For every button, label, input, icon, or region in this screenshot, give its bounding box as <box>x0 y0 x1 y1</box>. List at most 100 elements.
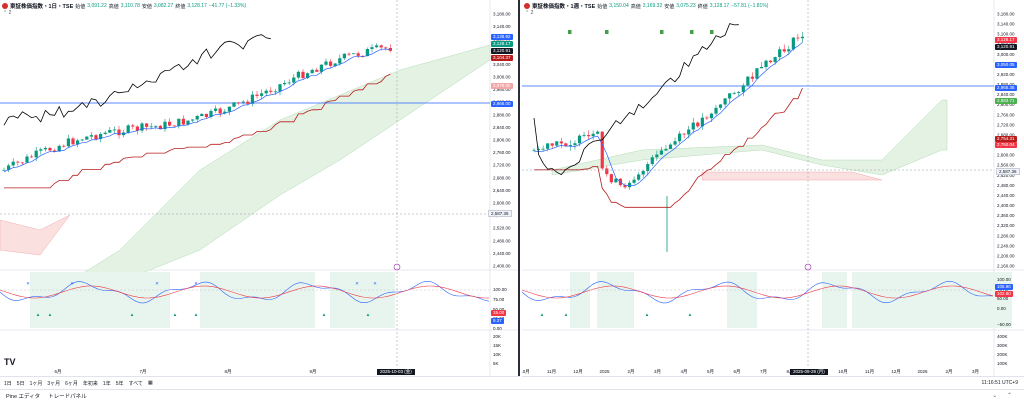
candle-body <box>682 133 686 135</box>
indicators-toggle[interactable]: ⌃ 2 <box>525 10 534 16</box>
price-tick-label: 2,880.00 <box>997 82 1015 87</box>
date-tick-label: 2025 <box>599 369 610 374</box>
timeframe-option[interactable]: 5年 <box>115 380 124 387</box>
price-tick-label: 3,180.00 <box>493 12 511 17</box>
timeframe-option[interactable]: 1年 <box>102 380 111 387</box>
candle-body <box>62 145 66 147</box>
candle-body <box>659 150 663 155</box>
daily-chart-canvas[interactable]: 3,180.003,140.003,120.003,080.003,040.00… <box>0 0 520 376</box>
candle-body <box>769 60 773 63</box>
candle-body <box>227 106 232 112</box>
price-tag: 3,128.17 <box>491 41 513 47</box>
weekly-legend: 東証株価指数・1週・TSE 始値 3,150.04 高値 3,169.32 安値 3,… <box>524 2 768 10</box>
candle-body <box>718 104 723 108</box>
candle-body <box>700 117 704 127</box>
timeframe-option[interactable]: 6ヶ月 <box>65 380 78 387</box>
oscillator-line <box>522 281 994 304</box>
price-tag: 3,128.17 <box>995 37 1017 43</box>
candle-body <box>800 36 805 39</box>
candle-body <box>573 143 577 146</box>
triangle-marker-icon: ▲ <box>36 312 40 317</box>
cross-marker-icon: ✕ <box>70 281 74 286</box>
candle-body <box>310 69 314 74</box>
candle-body <box>200 113 204 116</box>
weekly-chart-pane[interactable]: 東証株価指数・1週・TSE 始値 3,150.04 高値 3,169.32 安値 3,… <box>522 0 1024 376</box>
candle-body <box>112 129 117 131</box>
symbol-name[interactable]: 東証株価指数・1日・TSE <box>10 4 74 10</box>
candle-body <box>536 149 541 150</box>
timeframe-option[interactable]: 年初来 <box>82 380 98 387</box>
symbol-name[interactable]: 東証株価指数・1週・TSE <box>532 4 596 10</box>
candle-body <box>204 113 209 117</box>
candle-body <box>117 129 121 136</box>
candle-body <box>324 61 328 65</box>
oscillator-tag: 9.37 <box>491 318 504 324</box>
volume-tick-label: 5K <box>493 361 499 366</box>
candle-body <box>278 84 282 92</box>
candle-body <box>755 68 759 79</box>
bottom-tab[interactable]: トレードパネル <box>48 394 87 400</box>
price-tag: 2,754.31 <box>995 136 1017 142</box>
oscillator-tick-label: 100.00 <box>493 287 507 292</box>
triangle-marker-icon: ▲ <box>645 312 649 317</box>
candle-body <box>678 133 682 142</box>
triangle-marker-icon: ▲ <box>688 312 692 317</box>
candle-body <box>80 139 84 141</box>
candle-body <box>213 108 218 111</box>
candle-body <box>705 117 709 119</box>
candle-body <box>546 143 550 149</box>
timeframe-option[interactable]: 1日 <box>4 380 12 387</box>
price-tick-label: 3,180.00 <box>997 12 1015 17</box>
price-tick-label: 3,000.00 <box>493 75 511 80</box>
price-tick-label: 2,800.00 <box>493 138 511 143</box>
price-tick-label: 2,240.00 <box>997 243 1015 248</box>
price-tick-label: 2,280.00 <box>997 233 1015 238</box>
oscillator-tag: 106.90 <box>995 284 1013 290</box>
indicators-toggle[interactable]: ⌃ 2 <box>3 10 12 16</box>
price-tick-label: 2,960.00 <box>493 87 511 92</box>
candle-body <box>582 135 586 136</box>
candle-body <box>269 90 273 92</box>
oscillator-zone <box>380 272 395 328</box>
candle-body <box>11 161 15 166</box>
price-tag: 2,965.35 <box>995 85 1017 91</box>
timeframe-bar: 1日 5日 1ヶ月 3ヶ月 6ヶ月 年初来 1年 5年 すべて ▦ <box>0 376 520 389</box>
timezone-label[interactable]: 11:16:51 UTC+9 <box>981 380 1018 386</box>
candle-body <box>550 143 554 146</box>
timeframe-option[interactable]: 3ヶ月 <box>47 380 61 387</box>
timeframe-option[interactable]: すべて <box>128 380 143 387</box>
oscillator-tick-label: 0.00 <box>997 306 1006 311</box>
candle-body <box>29 156 34 158</box>
oscillator-tick-label: 100.00 <box>997 277 1011 282</box>
oscillator-tick-label: 50.00 <box>493 307 505 312</box>
timeframe-option[interactable]: 1ヶ月 <box>29 380 43 387</box>
cross-marker-icon: ✕ <box>155 281 159 286</box>
chikou-span <box>3 34 271 126</box>
panel-toggle-icon[interactable]: ⌄ ⌃ <box>992 393 1016 399</box>
calendar-icon[interactable]: ▦ <box>147 380 153 386</box>
bottom-tab[interactable]: Pine エディタ <box>6 394 41 400</box>
weekly-chart-canvas[interactable]: 3,180.003,140.003,100.003,060.003,000.00… <box>522 0 1024 376</box>
oscillator-tick-label: 0.00 <box>493 326 502 331</box>
event-marker-icon <box>568 30 572 34</box>
candle-body <box>223 111 227 114</box>
candle-body <box>75 140 80 145</box>
candle-body <box>20 162 25 164</box>
timeframe-option[interactable]: 5日 <box>16 380 25 387</box>
price-tick-label: 2,360.00 <box>997 213 1015 218</box>
oscillator-zone <box>727 272 757 328</box>
oscillator-tick-label: −50.00 <box>997 322 1011 327</box>
triangle-marker-icon: ▲ <box>194 312 198 317</box>
price-tick-label: 2,720.00 <box>493 163 511 168</box>
daily-chart-pane[interactable]: 東証株価指数・1日・TSE 始値 3,091.22 高値 3,110.78 安値 3,… <box>0 0 520 376</box>
candle-body <box>379 45 383 48</box>
ichimoku-cloud <box>551 99 948 176</box>
symbol-logo-icon <box>2 3 8 9</box>
tradingview-logo-icon[interactable]: TV <box>4 357 16 367</box>
date-tick-label: 3月 <box>654 369 661 375</box>
price-tick-label: 2,480.00 <box>493 238 511 243</box>
candle-body <box>342 53 347 59</box>
candle-body <box>600 131 604 169</box>
candle-body <box>596 131 600 134</box>
ichimoku-cloud-bearish <box>0 214 71 256</box>
